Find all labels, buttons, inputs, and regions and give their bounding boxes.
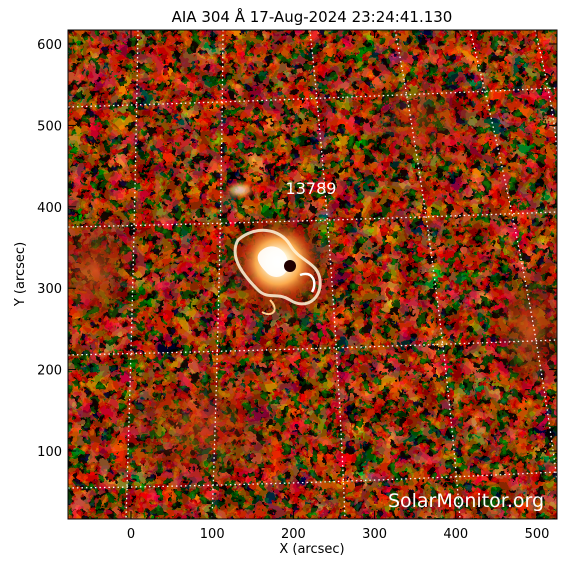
x-axis: 0 100 200 300 400 500 [127,30,550,542]
y-tick-label: 300 [37,282,62,297]
region-label: 13789 [286,179,337,198]
x-tick-label: 100 [200,527,225,542]
x-tick-label: 200 [281,527,306,542]
y-tick-label: 400 [37,201,62,216]
y-tick-label: 500 [37,119,62,134]
x-tick-label: 0 [127,527,135,542]
watermark: SolarMonitor.org [388,490,544,512]
y-axis: 100 200 300 400 500 600 [37,38,557,460]
x-tick-label: 400 [443,527,468,542]
y-tick-label: 100 [37,445,62,460]
x-axis-label: X (arcsec) [279,542,344,557]
x-tick-label: 500 [525,527,550,542]
active-region-13789 [212,180,352,337]
image-title: AIA 304 Å 17-Aug-2024 23:24:41.130 [172,7,453,26]
y-tick-label: 600 [37,38,62,53]
plot-frame [67,29,558,520]
solar-image: 13789 SolarMonitor.org [68,30,557,519]
y-tick-label: 200 [37,364,62,379]
y-axis-label: Y (arcsec) [13,242,28,307]
x-tick-label: 300 [362,527,387,542]
